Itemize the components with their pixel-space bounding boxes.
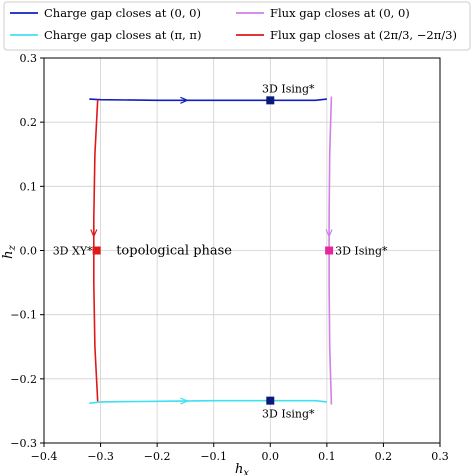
critical-point-marker [92,246,101,255]
series-arrow-2 [180,397,189,405]
y-tick-label: 0.3 [20,52,38,65]
critical-point-marker [266,96,275,105]
legend-label-1: Charge gap closes at (0, 0) [44,6,201,20]
legend: Charge gap closes at (0, 0) Charge gap cl… [3,1,471,51]
critical-point-marker [266,396,275,405]
x-tick-label: −0.2 [144,450,171,463]
series-arrow-4 [90,229,98,239]
annotation-label: 3D Ising* [335,245,388,258]
legend-label-3: Flux gap closes at (0, 0) [270,6,410,20]
series-arrow-3 [325,229,333,239]
marker-layer [92,96,334,405]
y-tick-label: −0.2 [10,373,37,386]
x-tick-label: −0.3 [87,450,114,463]
x-tick-label: 0.2 [375,450,393,463]
annotation-label: 3D Ising* [262,82,315,95]
annotation-layer: 3D Ising* 3D Ising* 3D Ising* 3D XY* topolog… [53,82,388,420]
legend-label-4: Flux gap closes at (2π/3, −2π/3) [270,28,457,42]
series-line-2 [89,399,327,404]
y-tick-label: 0.1 [20,180,38,193]
x-tick-label: −0.1 [200,450,227,463]
y-tick-label: −0.1 [10,309,37,322]
annotation-label: 3D Ising* [262,408,315,421]
series-line-1 [89,98,327,102]
tick-layer: −0.4 −0.3 −0.2 −0.1 0.0 0.1 0.2 0.3−0.3−0.2−0.1… [10,52,448,463]
y-tick-label: 0.2 [20,116,38,129]
legend-box [3,1,471,51]
y-tick-label: 0.0 [20,245,38,258]
x-tick-label: 0.1 [318,450,336,463]
legend-label-2: Charge gap closes at (π, π) [44,28,201,42]
x-tick-label: −0.4 [31,450,58,463]
x-tick-label: 0.3 [431,450,449,463]
critical-point-marker [325,246,334,255]
x-tick-label: 0.0 [262,450,280,463]
series-arrow-1 [180,96,189,104]
annotation-label: 3D XY* [53,245,93,258]
y-tick-label: −0.3 [10,437,37,450]
annotation-label: topological phase [116,244,232,259]
